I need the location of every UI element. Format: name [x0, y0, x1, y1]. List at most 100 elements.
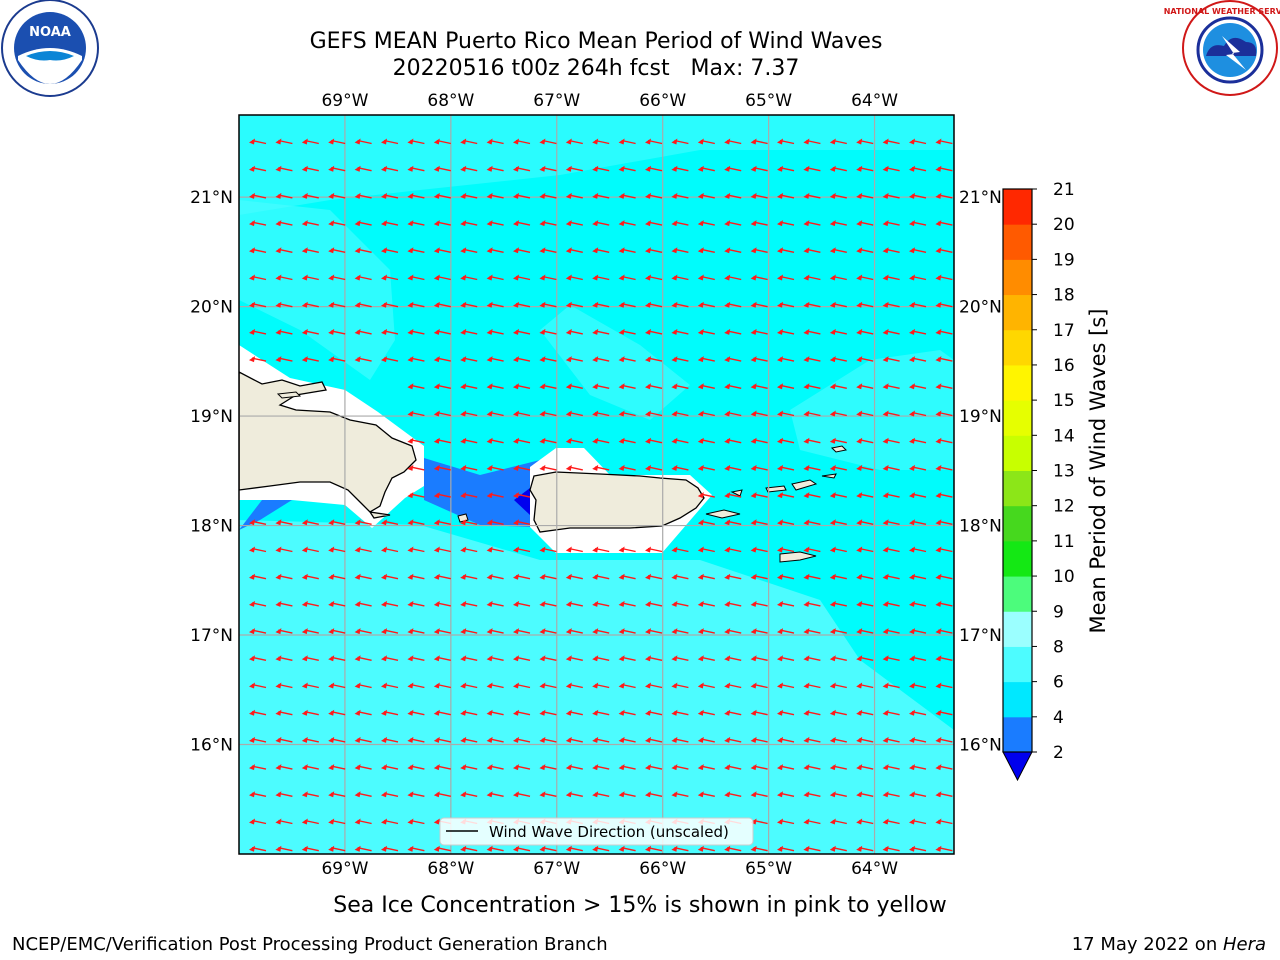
wave-direction-arrow	[965, 467, 979, 470]
wave-direction-arrowhead	[777, 628, 783, 635]
wave-direction-arrowhead	[460, 546, 467, 553]
wave-direction-arrowhead	[671, 301, 678, 308]
wave-direction-arrowhead	[513, 519, 519, 526]
wave-direction-arrowhead	[433, 492, 440, 499]
wave-direction-arrowhead	[962, 791, 968, 797]
wave-direction-arrow	[965, 793, 979, 796]
wave-direction-arrowhead	[301, 328, 308, 335]
wave-direction-arrowhead	[354, 356, 361, 363]
wave-direction-arrow	[965, 848, 979, 851]
wave-direction-arrowhead	[962, 655, 968, 661]
wave-direction-arrowhead	[513, 165, 519, 172]
wave-direction-arrowhead	[829, 600, 836, 607]
wave-direction-arrowhead	[486, 600, 493, 607]
wave-direction-arrowhead	[275, 546, 282, 553]
footer-branch: NCEP/EMC/Verification Post Processing Pr…	[12, 934, 608, 955]
wave-direction-arrowhead	[724, 600, 731, 607]
wave-direction-arrowhead	[856, 383, 863, 390]
map-frame	[238, 114, 955, 855]
wave-direction-arrowhead	[909, 437, 915, 444]
wave-direction-arrowhead	[486, 274, 493, 281]
land-virgin-gorda	[821, 473, 837, 479]
wave-direction-arrowhead	[777, 600, 783, 607]
wave-direction-arrowhead	[301, 682, 308, 689]
wave-direction-arrowhead	[249, 600, 255, 607]
wave-direction-arrowhead	[750, 791, 757, 798]
wave-direction-arrowhead	[697, 791, 704, 798]
wave-direction-arrowhead	[433, 573, 440, 580]
lat-tick-label: 19°N	[959, 407, 1002, 427]
wave-direction-arrowhead	[539, 764, 546, 771]
wave-direction-arrowhead	[777, 845, 783, 852]
wave-direction-arrowhead	[407, 682, 414, 689]
wave-direction-arrowhead	[486, 709, 493, 716]
footer-machine: Hera	[1223, 934, 1266, 955]
land-hispaniola-north-islet	[276, 391, 302, 399]
colorbar-tick-label: 10	[1053, 567, 1075, 587]
wave-direction-arrowhead	[962, 220, 968, 226]
wave-direction-arrowhead	[539, 682, 546, 689]
wave-direction-arrowhead	[354, 818, 361, 825]
wave-direction-arrowhead	[328, 546, 335, 553]
wave-direction-arrowhead	[935, 764, 942, 771]
wave-direction-arrowhead	[592, 192, 599, 199]
wave-direction-arrowhead	[407, 356, 414, 363]
wave-direction-arrowhead	[539, 736, 546, 743]
wave-direction-arrowhead	[697, 709, 704, 716]
wave-direction-arrowhead	[354, 138, 361, 145]
wave-direction-arrowhead	[671, 165, 678, 172]
wave-direction-arrowhead	[354, 165, 361, 172]
wave-direction-arrowhead	[750, 274, 757, 281]
wave-direction-arrowhead	[724, 628, 731, 635]
wave-direction-arrowhead	[301, 247, 308, 254]
wave-direction-arrowhead	[935, 247, 942, 254]
chart-subtitle: 20220516 t00z 264h fcst Max: 7.37	[393, 56, 800, 81]
wave-direction-arrowhead	[407, 818, 414, 825]
wave-direction-arrowhead	[856, 573, 863, 580]
wave-direction-arrowhead	[856, 764, 863, 771]
legend-label: Wind Wave Direction (unscaled)	[489, 823, 729, 841]
wave-direction-arrowhead	[407, 274, 414, 281]
wave-direction-arrowhead	[935, 791, 942, 798]
wave-direction-arrowhead	[354, 274, 361, 281]
wave-direction-arrowhead	[460, 736, 467, 743]
wave-direction-arrowhead	[935, 736, 942, 743]
wave-direction-arrowhead	[301, 655, 308, 662]
wave-direction-arrowhead	[249, 736, 255, 743]
wave-direction-arrow	[965, 766, 979, 769]
colorbar-segment	[1003, 224, 1032, 260]
wave-direction-arrowhead	[301, 519, 308, 526]
wave-direction-arrowhead	[803, 546, 810, 553]
wave-direction-arrowhead	[750, 410, 757, 417]
wave-direction-arrowhead	[935, 410, 942, 417]
wave-direction-arrowhead	[592, 736, 599, 743]
wave-direction-arrowhead	[777, 165, 783, 172]
wave-direction-arrowhead	[803, 437, 810, 444]
land-st-croix	[779, 551, 817, 563]
wave-direction-arrowhead	[565, 845, 572, 852]
wave-direction-arrowhead	[618, 709, 625, 716]
wave-direction-arrowhead	[539, 655, 546, 662]
wave-direction-arrowhead	[249, 546, 255, 553]
wave-direction-arrowhead	[539, 410, 546, 417]
wave-direction-arrowhead	[750, 546, 757, 553]
wave-direction-arrowhead	[777, 764, 783, 771]
wave-direction-arrowhead	[381, 818, 387, 825]
wave-direction-arrowhead	[565, 682, 572, 689]
wave-direction-arrowhead	[724, 328, 731, 335]
wave-direction-arrowhead	[513, 274, 519, 281]
wave-direction-arrowhead	[697, 138, 704, 145]
wave-direction-arrowhead	[486, 328, 493, 335]
wave-direction-arrowhead	[513, 492, 519, 499]
lon-tick-label: 66°W	[639, 859, 686, 879]
wave-direction-arrowhead	[618, 138, 625, 145]
wave-direction-arrowhead	[486, 736, 493, 743]
wave-direction-arrowhead	[909, 356, 915, 363]
wave-direction-arrowhead	[671, 138, 678, 145]
wave-direction-arrowhead	[962, 247, 968, 253]
colorbar-segment	[1003, 576, 1032, 612]
wave-direction-arrowhead	[882, 791, 889, 798]
wave-direction-arrowhead	[513, 546, 519, 553]
wave-direction-arrowhead	[407, 709, 414, 716]
lon-tick-label: 69°W	[321, 859, 368, 879]
